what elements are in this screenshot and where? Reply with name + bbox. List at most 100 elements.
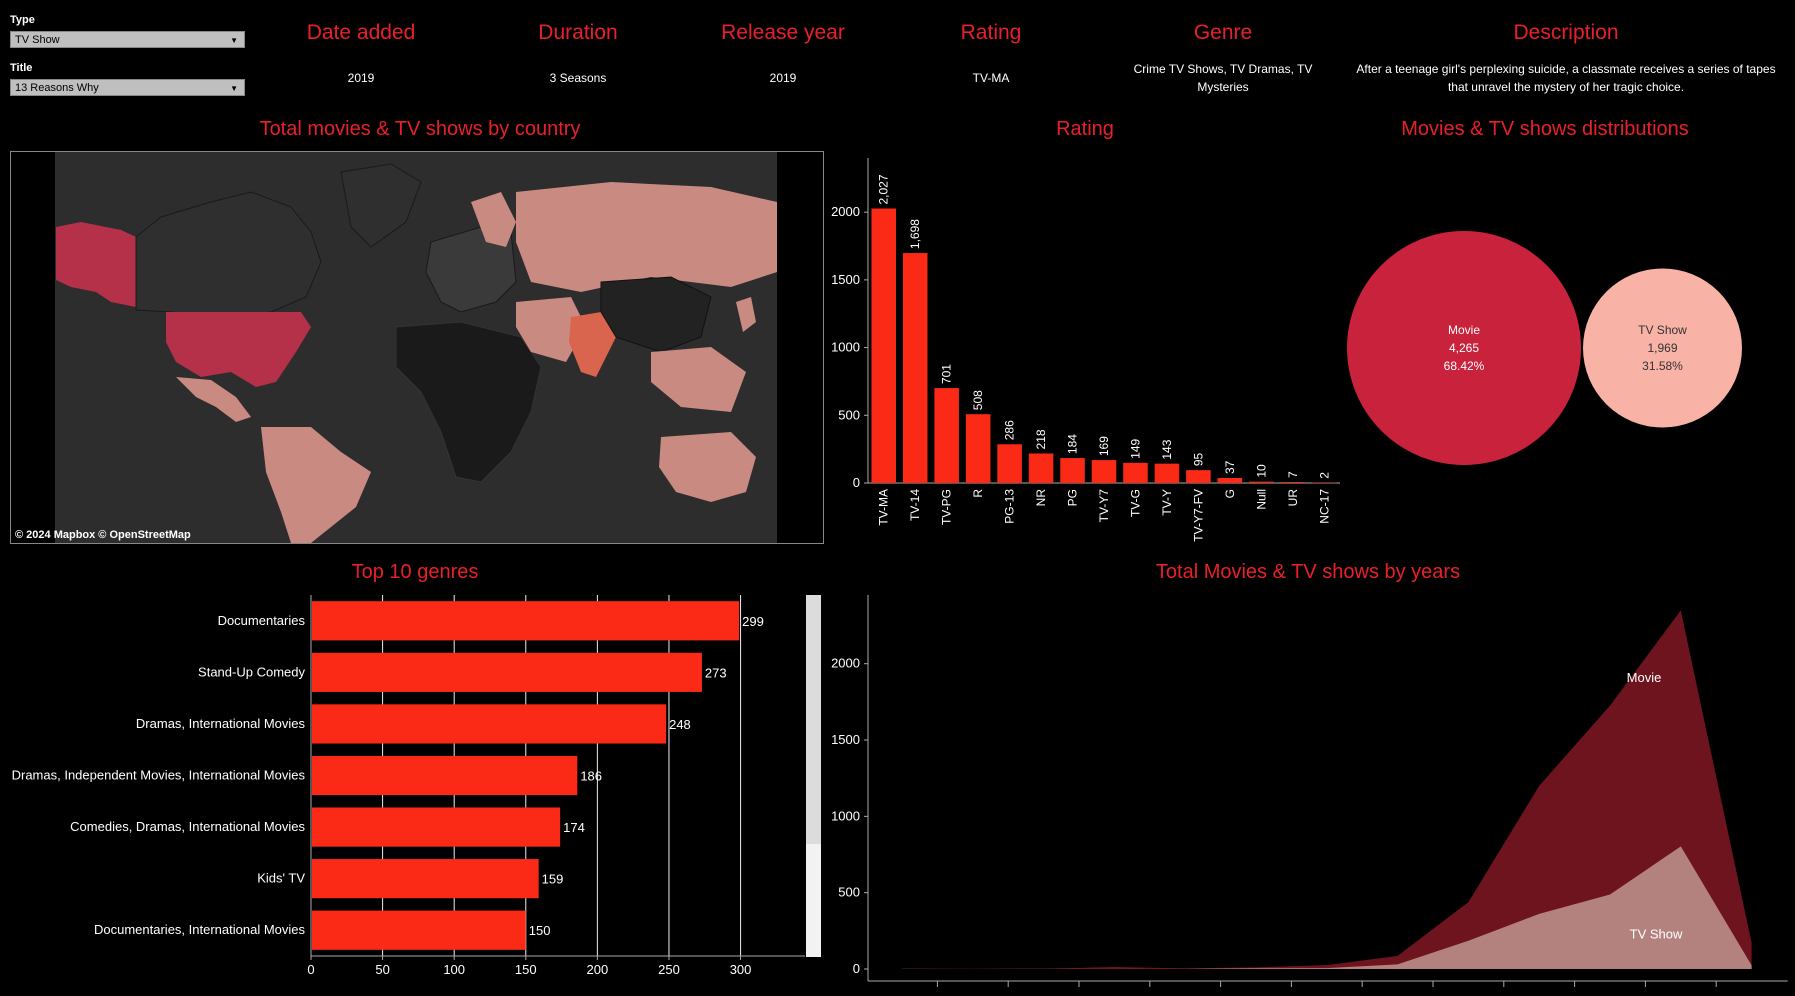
years-x-tick-label: 2019 <box>1666 987 1695 990</box>
bubble-tv-show <box>1583 268 1742 428</box>
years-y-tick-label: 0 <box>853 961 860 976</box>
rating-bar <box>1154 463 1180 483</box>
years-x-tick-label: 2012 <box>1171 987 1200 990</box>
genre-category-label: Dramas, International Movies <box>136 716 306 731</box>
title-dropdown-value: 13 Reasons Why <box>15 82 99 94</box>
type-dropdown[interactable]: TV Show ▼ <box>10 31 245 48</box>
genres-x-tick-label: 100 <box>443 962 465 977</box>
years-x-tick-label: 2020 <box>1737 987 1766 990</box>
genre-value: Crime TV Shows, TV Dramas, TV Mysteries <box>1133 62 1313 94</box>
genre-value-label: 174 <box>563 820 585 835</box>
rating-value-label: 143 <box>1160 439 1174 459</box>
bubble-movie <box>1347 231 1581 465</box>
years-area-chart: 0 500 1000 1500 2000 2008 2009 2010 2011 2012 2013… <box>831 595 1788 990</box>
rating-value-label: 169 <box>1097 436 1111 456</box>
map-alaska <box>56 222 136 307</box>
tvshow-area <box>902 846 1752 969</box>
map-greenland <box>340 163 422 248</box>
rating-bar <box>871 208 897 483</box>
genre-bar <box>312 910 526 950</box>
map-china <box>600 276 712 353</box>
release-year-header: Release year <box>721 21 845 44</box>
genre-category-label: Dramas, Independent Movies, Internationa… <box>12 768 306 783</box>
map-japan <box>736 297 756 332</box>
title-dropdown[interactable]: 13 Reasons Why ▼ <box>10 79 245 96</box>
years-x-tick-label: 2016 <box>1454 987 1483 990</box>
rating-category-label: TV-Y <box>1160 489 1174 516</box>
duration-value: 3 Seasons <box>549 71 607 85</box>
rating-bar <box>997 444 1022 483</box>
rating-bar-chart: 0 500 1000 1500 2000 2,027 TV-MA 1,698 TV-14 701 T… <box>831 158 1340 542</box>
tvshow-series-label: TV Show <box>1630 926 1683 941</box>
rating-value-label: 508 <box>971 390 985 410</box>
genre-category-label: Kids' TV <box>257 871 305 886</box>
rating-bar <box>1028 453 1054 483</box>
rating-y-tick-label: 1000 <box>831 340 860 355</box>
years-x-tick-label: 2018 <box>1596 987 1625 990</box>
chevron-down-icon: ▼ <box>230 84 238 93</box>
rating-bar <box>1280 482 1306 483</box>
years-y-tick-label: 1500 <box>831 732 860 747</box>
rating-category-label: UR <box>1286 489 1300 507</box>
rating-category-label: TV-14 <box>908 489 922 521</box>
chevron-down-icon: ▼ <box>230 36 238 45</box>
movie-series-label: Movie <box>1627 670 1662 685</box>
genres-x-tick-label: 250 <box>658 962 680 977</box>
years-x-tick-label: 2010 <box>1029 987 1058 990</box>
rating-category-label: R <box>971 489 985 498</box>
rating-category-label: PG-13 <box>1003 489 1017 524</box>
rating-value-label: 286 <box>1003 420 1017 440</box>
genre-value-label: 299 <box>742 614 764 629</box>
bubble-percent-label: 68.42% <box>1444 359 1485 373</box>
bubble-name-label: TV Show <box>1638 323 1687 337</box>
genre-value-label: 248 <box>669 717 691 732</box>
years-x-tick-label: 2013 <box>1242 987 1271 990</box>
years-y-tick-label: 1000 <box>831 808 860 823</box>
rating-bar <box>965 414 991 483</box>
rating-bar <box>1217 477 1243 483</box>
rating-value: TV-MA <box>972 71 1010 85</box>
rating-y-tick-label: 0 <box>853 475 860 490</box>
rating-category-label: G <box>1223 489 1237 498</box>
type-filter-label: Type <box>10 14 35 26</box>
map-africa <box>395 321 542 483</box>
genres-x-tick-label: 50 <box>375 962 389 977</box>
rating-category-label: TV-Y7-FV <box>1191 489 1205 542</box>
years-x-tick-label: 2014 <box>1312 987 1341 990</box>
years-chart-title: Total Movies & TV shows by years <box>1155 561 1461 583</box>
genre-value-label: 273 <box>705 665 727 680</box>
map-mexico <box>176 377 251 422</box>
rating-value-label: 37 <box>1223 460 1237 474</box>
years-x-tick-label: 2008 <box>888 987 917 990</box>
genre-category-label: Stand-Up Comedy <box>198 664 305 679</box>
genre-bar <box>312 704 667 744</box>
rating-category-label: TV-G <box>1128 489 1142 517</box>
map-southeast-asia <box>651 347 746 412</box>
rating-value-label: 7 <box>1286 471 1300 478</box>
rating-bar <box>1186 470 1211 483</box>
genre-bar <box>312 652 702 692</box>
years-y-tick-label: 2000 <box>831 656 860 671</box>
scrollbar-thumb[interactable] <box>806 595 821 844</box>
rating-bar <box>1123 462 1148 483</box>
bubble-value-label: 4,265 <box>1449 341 1479 355</box>
rating-value-label: 149 <box>1128 438 1142 458</box>
rating-bar <box>1091 460 1117 483</box>
rating-y-tick-label: 500 <box>838 407 860 422</box>
rating-value-label: 1,698 <box>908 219 922 249</box>
map-south-america <box>261 427 371 543</box>
movie-area <box>902 610 1752 969</box>
rating-category-label: TV-PG <box>940 489 954 525</box>
rating-chart-title: Rating <box>1056 118 1114 140</box>
bubble-percent-label: 31.58% <box>1642 359 1683 373</box>
rating-value-label: 184 <box>1066 434 1080 454</box>
map-credit: © 2024 Mapbox © OpenStreetMap <box>15 529 191 541</box>
rating-y-tick-label: 1500 <box>831 272 860 287</box>
map-scandinavia <box>471 192 516 247</box>
bubble-value-label: 1,969 <box>1647 341 1677 355</box>
rating-header: Rating <box>960 21 1022 44</box>
rating-value-label: 95 <box>1191 452 1205 466</box>
rating-bar <box>1249 481 1274 483</box>
genre-bar <box>312 807 561 847</box>
world-map[interactable]: © 2024 Mapbox © OpenStreetMap <box>10 151 824 544</box>
